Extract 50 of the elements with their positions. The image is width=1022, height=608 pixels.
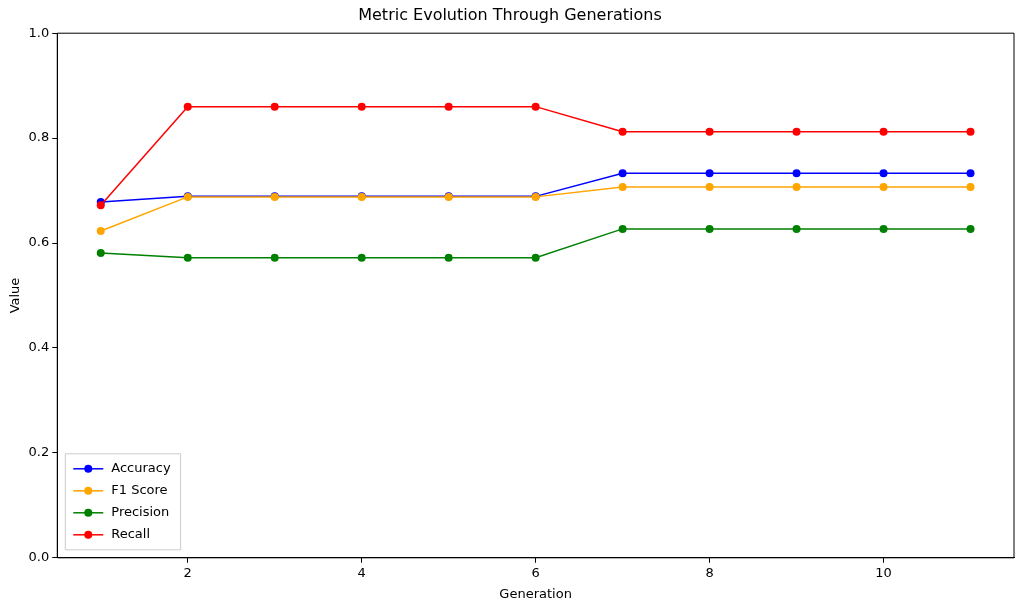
point bbox=[618, 182, 627, 191]
point bbox=[705, 127, 714, 136]
point bbox=[618, 169, 627, 178]
x-tick-label: 6 bbox=[531, 564, 540, 580]
point bbox=[879, 127, 888, 136]
legend-label: Precision bbox=[111, 504, 170, 520]
point bbox=[618, 127, 627, 136]
point bbox=[705, 169, 714, 178]
point bbox=[879, 224, 888, 233]
point bbox=[618, 224, 627, 233]
point bbox=[792, 224, 801, 233]
point bbox=[966, 169, 975, 178]
point bbox=[966, 182, 975, 191]
point bbox=[531, 102, 540, 111]
legend-label: Accuracy bbox=[111, 460, 171, 476]
point bbox=[96, 226, 105, 235]
point bbox=[792, 182, 801, 191]
x-tick-label: 2 bbox=[183, 564, 192, 580]
y-tick-label: 0.0 bbox=[28, 549, 50, 565]
y-tick-label: 0.6 bbox=[28, 234, 50, 250]
chart-title: Metric Evolution Through Generations bbox=[358, 4, 662, 24]
point bbox=[183, 253, 192, 262]
y-tick-label: 0.2 bbox=[28, 444, 50, 460]
legend-label: F1 Score bbox=[111, 482, 168, 498]
y-tick-label: 0.8 bbox=[28, 129, 50, 145]
point bbox=[705, 182, 714, 191]
point bbox=[444, 253, 453, 262]
y-tick-label: 0.4 bbox=[28, 339, 50, 355]
y-tick-label: 1.0 bbox=[28, 24, 50, 40]
x-tick-label: 4 bbox=[357, 564, 366, 580]
point bbox=[444, 102, 453, 111]
point bbox=[531, 253, 540, 262]
point bbox=[357, 253, 366, 262]
point bbox=[96, 249, 105, 258]
point bbox=[966, 127, 975, 136]
x-tick-label: 10 bbox=[875, 564, 892, 580]
point bbox=[183, 102, 192, 111]
point bbox=[792, 169, 801, 178]
point bbox=[792, 127, 801, 136]
legend-label: Recall bbox=[111, 526, 151, 542]
point bbox=[879, 169, 888, 178]
point bbox=[270, 253, 279, 262]
point bbox=[270, 102, 279, 111]
x-axis-title: Generation bbox=[499, 585, 572, 601]
point bbox=[705, 224, 714, 233]
point bbox=[966, 224, 975, 233]
x-tick-label: 8 bbox=[705, 564, 714, 580]
point bbox=[879, 182, 888, 191]
y-axis-title: Value bbox=[7, 277, 23, 314]
point bbox=[357, 102, 366, 111]
